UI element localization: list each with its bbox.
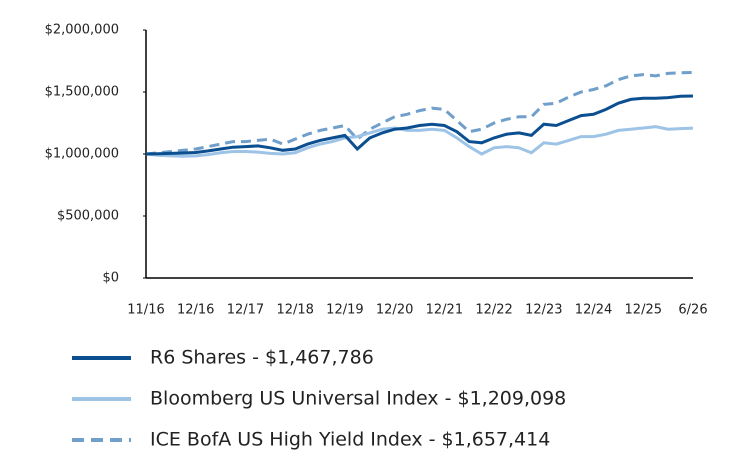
x-tick-label: 12/17: [227, 303, 264, 318]
x-tick-label: 12/16: [177, 303, 214, 318]
x-tick-label: 12/25: [625, 303, 662, 318]
x-tick-label: 12/19: [326, 303, 363, 318]
y-tick-label: $1,500,000: [45, 85, 119, 100]
legend-label: Bloomberg US Universal Index - $1,209,09…: [150, 388, 566, 410]
x-tick-label: 12/21: [426, 303, 463, 318]
x-tick-label: 12/22: [475, 303, 512, 318]
x-tick-label: 12/23: [525, 303, 562, 318]
y-tick-label: $2,000,000: [45, 23, 119, 38]
legend-label: R6 Shares - $1,467,786: [150, 347, 374, 369]
x-tick-label: 6/26: [678, 303, 707, 318]
series-line: [145, 125, 694, 158]
y-tick-label: $1,000,000: [45, 147, 119, 162]
legend-label: ICE BofA US High Yield Index - $1,657,41…: [150, 429, 550, 451]
series-line: [145, 94, 694, 156]
y-tick-label: $0: [102, 271, 119, 286]
x-tick-label: 11/16: [127, 303, 164, 318]
x-tick-label: 12/20: [376, 303, 413, 318]
y-tick-label: $500,000: [57, 209, 119, 224]
x-tick-label: 12/18: [276, 303, 313, 318]
x-tick-label: 12/24: [575, 303, 612, 318]
series-line: [145, 71, 694, 156]
